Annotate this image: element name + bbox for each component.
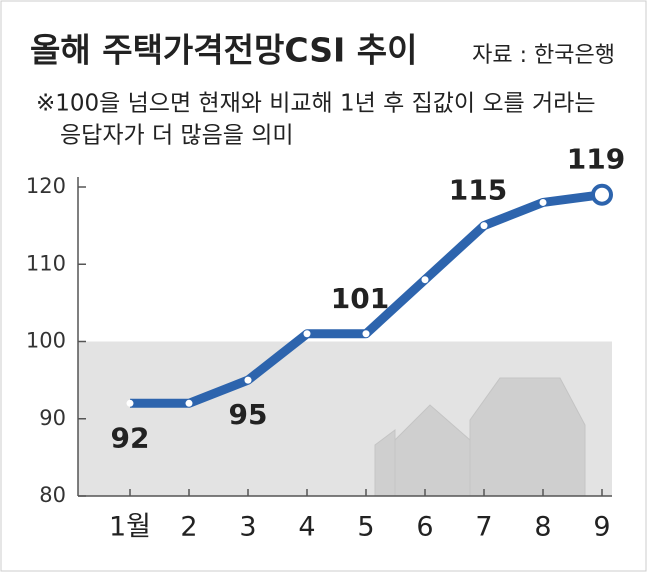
note: 응답자가 더 많음을 의미	[60, 123, 294, 149]
value-label: 119	[567, 143, 625, 176]
source: 자료 : 한국은행	[472, 43, 615, 68]
point	[185, 399, 193, 407]
value-label: 115	[449, 174, 507, 207]
chart-title: 올해 주택가격전망CSI 추이	[30, 31, 417, 70]
x-tick-label: 8	[534, 512, 551, 543]
y-tick-label: 100	[26, 329, 66, 353]
y-tick-label: 110	[26, 251, 66, 275]
x-tick-label: 9	[593, 512, 610, 543]
value-label: 92	[111, 421, 150, 454]
x-tick-label: 2	[180, 512, 197, 543]
y-tick-label: 120	[26, 174, 66, 198]
y-tick-label: 80	[39, 483, 66, 507]
note: ※100을 넘으면 현재와 비교해 1년 후 집값이 오를 거라는	[36, 91, 596, 117]
point	[303, 330, 311, 338]
x-tick-label: 6	[416, 512, 433, 543]
house	[469, 377, 586, 497]
y-tick-label: 90	[39, 406, 66, 430]
value-label: 101	[331, 282, 389, 315]
point	[362, 330, 370, 338]
point	[539, 198, 547, 206]
x-tick-label: 3	[239, 512, 256, 543]
value-label: 95	[229, 398, 268, 431]
point	[126, 399, 134, 407]
point	[421, 276, 429, 284]
point	[591, 183, 613, 206]
x-tick-label: 1월	[109, 512, 151, 543]
point	[480, 222, 488, 230]
x-tick-label: 4	[298, 512, 315, 543]
point	[244, 376, 252, 384]
x-tick-label: 7	[475, 512, 492, 543]
x-tick-label: 5	[357, 512, 374, 543]
